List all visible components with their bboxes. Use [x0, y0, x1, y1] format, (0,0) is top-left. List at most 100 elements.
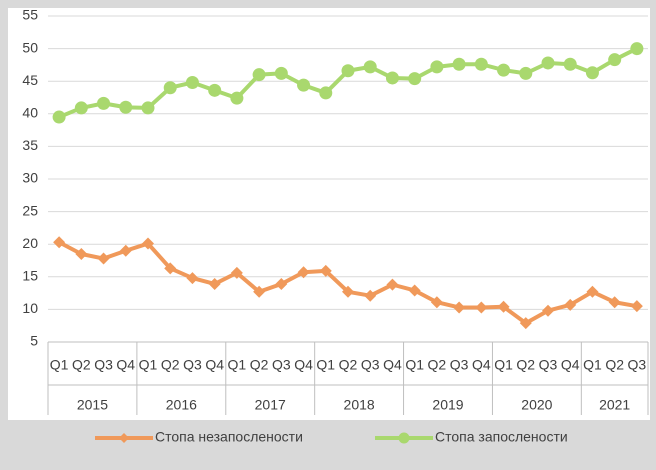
x-tick-label: Q4 — [472, 357, 491, 373]
x-tick-label: Q1 — [50, 357, 69, 373]
marker — [430, 60, 444, 74]
marker — [586, 285, 599, 298]
x-tick-label: Q3 — [361, 357, 380, 373]
marker — [386, 278, 399, 291]
x-group-label: 2021 — [599, 397, 630, 413]
marker — [163, 81, 177, 95]
x-tick-label: Q3 — [94, 357, 113, 373]
marker — [319, 86, 333, 100]
marker — [541, 56, 555, 70]
x-tick-label: Q3 — [450, 357, 469, 373]
marker — [608, 53, 622, 67]
marker — [75, 247, 88, 260]
x-tick-label: Q1 — [405, 357, 424, 373]
y-tick-label: 40 — [22, 105, 38, 121]
x-tick-label: Q2 — [161, 357, 180, 373]
x-tick-label: Q1 — [316, 357, 335, 373]
marker — [208, 83, 222, 97]
marker — [297, 78, 311, 92]
x-tick-label: Q2 — [339, 357, 358, 373]
marker — [141, 101, 155, 115]
x-tick-label: Q4 — [383, 357, 402, 373]
marker — [452, 57, 466, 71]
x-tick-label: Q4 — [116, 357, 135, 373]
x-tick-label: Q2 — [605, 357, 624, 373]
y-tick-label: 5 — [30, 333, 38, 349]
marker — [408, 284, 421, 297]
marker — [252, 68, 266, 82]
marker — [52, 110, 66, 124]
y-tick-label: 45 — [22, 72, 38, 88]
marker — [119, 244, 132, 257]
marker — [474, 57, 488, 71]
marker — [408, 72, 422, 86]
x-group-label: 2015 — [77, 397, 108, 413]
marker — [342, 285, 354, 298]
x-tick-label: Q1 — [228, 357, 247, 373]
marker — [563, 57, 577, 71]
marker — [274, 66, 288, 80]
x-group-label: 2019 — [432, 397, 463, 413]
y-tick-label: 25 — [22, 202, 38, 218]
y-tick-label: 10 — [22, 300, 38, 316]
y-tick-label: 30 — [22, 170, 38, 186]
marker — [363, 60, 377, 74]
marker — [519, 66, 533, 80]
x-tick-label: Q2 — [250, 357, 269, 373]
marker — [97, 96, 111, 110]
y-tick-label: 50 — [22, 39, 38, 55]
marker — [519, 317, 532, 330]
x-group-label: 2018 — [344, 397, 375, 413]
x-tick-label: Q1 — [583, 357, 602, 373]
y-tick-label: 15 — [22, 268, 38, 284]
marker — [119, 100, 133, 114]
marker — [385, 71, 399, 85]
x-tick-label: Q3 — [183, 357, 202, 373]
legend-label: Стопа незапослености — [155, 429, 303, 445]
marker — [630, 300, 643, 313]
marker — [185, 76, 199, 90]
x-tick-label: Q4 — [294, 357, 313, 373]
x-tick-label: Q2 — [428, 357, 447, 373]
marker — [341, 64, 355, 78]
marker — [253, 285, 266, 298]
marker — [542, 304, 554, 317]
marker — [497, 63, 511, 77]
marker — [430, 296, 443, 309]
x-tick-label: Q3 — [539, 357, 558, 373]
marker — [208, 277, 221, 290]
x-tick-label: Q2 — [516, 357, 535, 373]
x-tick-label: Q1 — [139, 357, 158, 373]
x-tick-label: Q4 — [205, 357, 224, 373]
marker — [142, 237, 154, 250]
legend-label: Стопа запослености — [435, 429, 568, 445]
legend-marker — [119, 433, 129, 443]
marker — [497, 300, 510, 313]
x-tick-label: Q4 — [561, 357, 580, 373]
marker — [475, 301, 488, 314]
x-group-label: 2017 — [255, 397, 286, 413]
marker — [230, 91, 244, 105]
marker — [585, 66, 599, 80]
marker — [564, 298, 577, 311]
x-tick-label: Q1 — [494, 357, 513, 373]
marker — [275, 277, 288, 290]
marker — [186, 272, 199, 285]
marker — [74, 101, 88, 115]
x-tick-label: Q3 — [272, 357, 291, 373]
marker — [164, 262, 177, 275]
y-tick-label: 35 — [22, 137, 38, 153]
marker — [97, 252, 110, 265]
x-tick-label: Q3 — [628, 357, 647, 373]
legend-marker — [398, 432, 410, 444]
plot-background — [8, 8, 650, 420]
y-tick-label: 55 — [22, 7, 38, 23]
marker — [319, 264, 332, 277]
marker — [630, 42, 644, 56]
marker — [297, 266, 310, 279]
marker — [230, 266, 243, 279]
marker — [608, 296, 621, 309]
y-tick-label: 20 — [22, 235, 38, 251]
marker — [364, 289, 377, 302]
